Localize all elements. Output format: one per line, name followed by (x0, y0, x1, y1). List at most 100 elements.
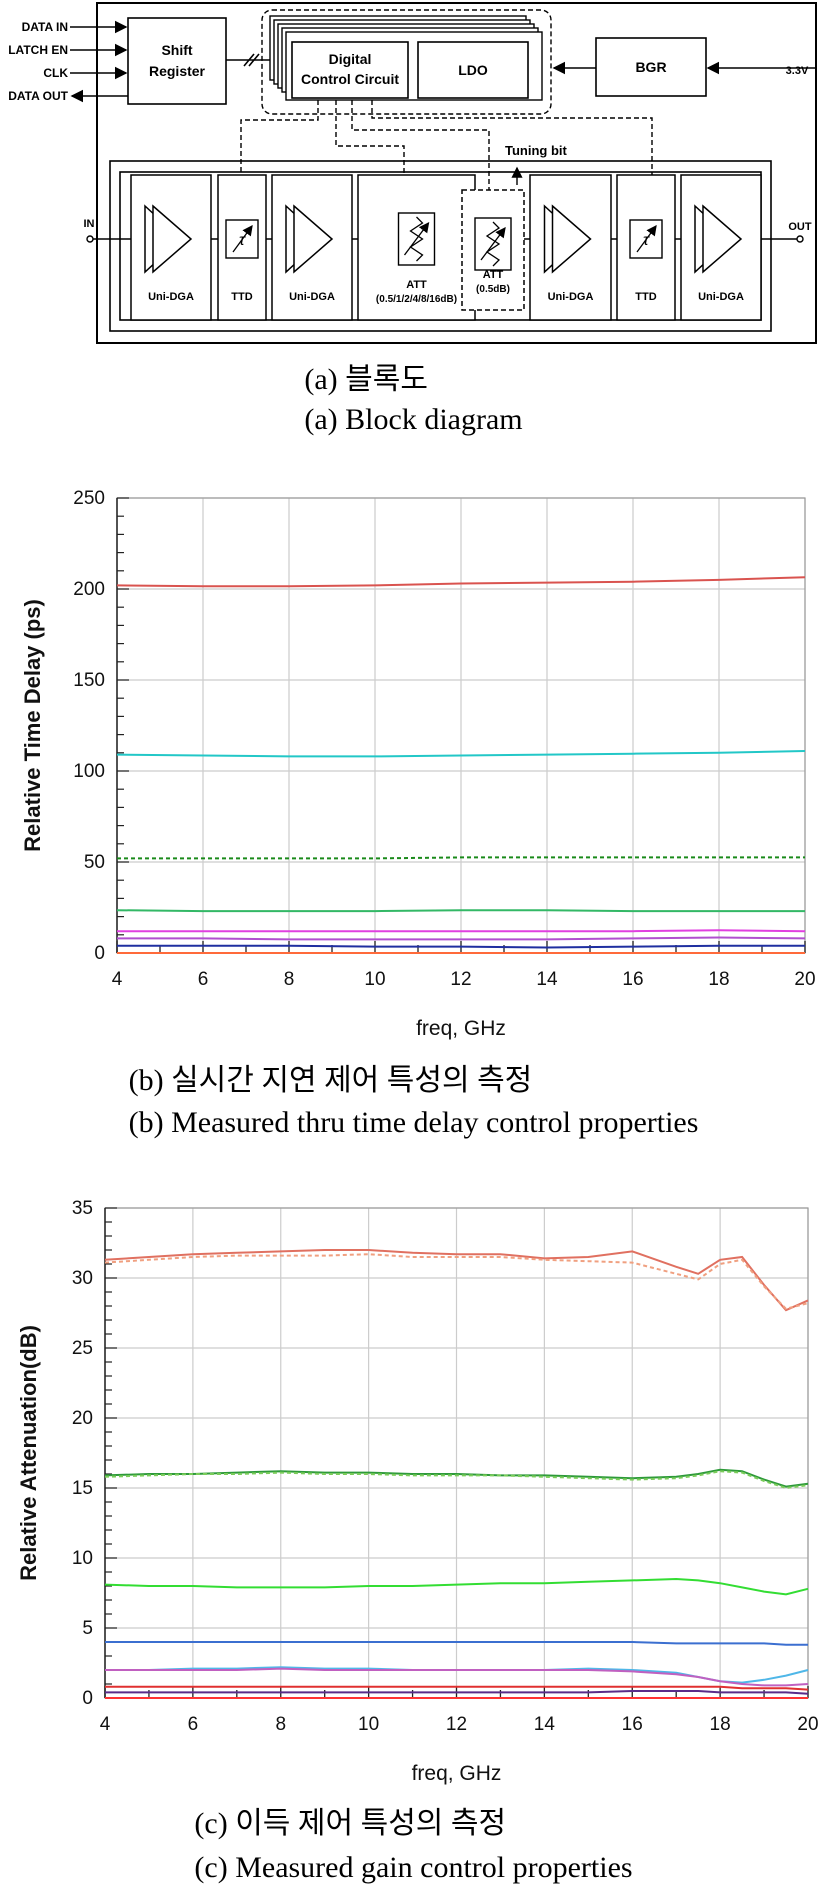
stage-sublabel: (0.5dB) (476, 284, 510, 295)
caption-a-en: (a) Block diagram (304, 403, 523, 436)
x-tick-label: 14 (534, 1714, 556, 1735)
caption-a: (a) 블록도 (a) Block diagram (0, 360, 827, 440)
stage-amp-2: Uni-DGA (271, 174, 353, 321)
x-tick-label: 10 (364, 969, 385, 990)
x-tick-label: 6 (198, 969, 209, 990)
x-tick-label: 20 (794, 969, 815, 990)
series-line-delay-state-3 (117, 856, 805, 860)
x-tick-label: 18 (708, 969, 729, 990)
series-line-atten-0.25dB (105, 1690, 809, 1695)
stage-label: TTD (635, 291, 656, 303)
x-tick-label: 6 (188, 1714, 199, 1735)
bgr-label: BGR (635, 59, 666, 75)
series-line-delay-state-1 (116, 576, 806, 588)
amplifier-icon (293, 204, 334, 274)
amplifier-icon (152, 204, 193, 274)
label-data-in: DATA IN (22, 20, 68, 34)
series-line-atten-16dB-meas (104, 1249, 809, 1312)
series-line-delay-state-7 (117, 944, 805, 949)
stage-label: ATT (483, 269, 504, 281)
y-tick-label: 50 (84, 852, 105, 873)
stage-att-3: ATT (0.5/1/2/4/8/16dB) (357, 174, 476, 321)
x-tick-label: 8 (284, 969, 295, 990)
stage-sublabel: (0.5/1/2/4/8/16dB) (376, 294, 457, 305)
label-clk: CLK (43, 66, 68, 80)
stage-amp-0: Uni-DGA (130, 174, 212, 321)
port-out-label: OUT (788, 221, 812, 233)
tau-arrow-icon (232, 224, 253, 253)
stage-label: Uni-DGA (148, 291, 194, 303)
stage-amp-5: Uni-DGA (529, 174, 612, 321)
x-tick-label: 8 (275, 1714, 286, 1735)
y-tick-label: 35 (72, 1198, 93, 1219)
digital-control-label-2: Control Circuit (301, 71, 399, 87)
amplifier-icon (702, 204, 743, 274)
x-axis-label: freq, GHz (416, 1017, 506, 1040)
y-tick-label: 30 (72, 1268, 93, 1289)
y-tick-label: 200 (73, 579, 105, 600)
series-line-atten-1dB-b (105, 1667, 809, 1687)
caption-c-kr: (c) 이득 제어 특성의 측정 (194, 1807, 507, 1840)
tau-glyph: τ (643, 232, 650, 249)
bgr-block (595, 37, 707, 97)
series-line-atten-8dB-meas (104, 1468, 809, 1488)
stage-ttd-6: τ TTD (616, 174, 676, 321)
caption-b-en: (b) Measured thru time delay control pro… (128, 1106, 699, 1139)
caption-c: (c) 이득 제어 특성의 측정 (c) Measured gain contr… (0, 1802, 827, 1890)
x-tick-label: 12 (446, 1714, 467, 1735)
stage-label: TTD (231, 291, 252, 303)
x-tick-label: 18 (710, 1714, 731, 1735)
port-in (86, 235, 94, 243)
stage-ttd-1: τ TTD (217, 174, 267, 321)
y-tick-label: 250 (73, 490, 105, 509)
digital-control-label-1: Digital (329, 51, 372, 67)
supply-label: 3.3V (786, 65, 809, 77)
stage-amp-7: Uni-DGA (680, 174, 762, 321)
series-line-delay-state-5 (117, 929, 806, 933)
y-tick-label: 10 (72, 1548, 93, 1569)
series-line-atten-4dB (104, 1577, 809, 1596)
amplifier-icon (551, 204, 592, 274)
ldo-label: LDO (458, 62, 488, 78)
y-tick-label: 25 (72, 1338, 93, 1359)
stage-label: Uni-DGA (698, 291, 744, 303)
digital-control-block (291, 41, 409, 99)
variable-arrow-icon (480, 226, 506, 261)
port-in-label: IN (84, 218, 95, 230)
tau-arrow-icon (636, 224, 657, 253)
caption-b-kr: (b) 실시간 지연 제어 특성의 측정 (128, 1064, 533, 1097)
ldo-block (417, 41, 529, 99)
series-line-delay-state-6 (117, 936, 806, 941)
stage-label: ATT (406, 279, 427, 291)
x-tick-label: 10 (358, 1714, 379, 1735)
attenuator-icon (474, 217, 512, 271)
x-tick-label: 14 (536, 969, 558, 990)
y-tick-label: 150 (73, 670, 105, 691)
x-tick-label: 16 (622, 969, 643, 990)
caption-b: (b) 실시간 지연 제어 특성의 측정 (b) Measured thru t… (0, 1060, 827, 1144)
attenuation-chart: 4 6 8 10 12 14 16 18 20 0 5 10 15 20 25 30 35 freq, GHz Re… (16, 1198, 819, 1785)
shift-register-label-2: Register (149, 63, 206, 79)
label-latch-en: LATCH EN (8, 43, 68, 57)
rf-chain-outer (109, 160, 772, 332)
x-tick-label: 4 (100, 1714, 111, 1735)
series-line-atten-2dB (105, 1641, 808, 1646)
y-axis-label: Relative Time Delay (ps) (20, 599, 45, 852)
series-line-atten-0.5dB (105, 1685, 809, 1691)
y-tick-label: 5 (82, 1618, 93, 1639)
port-out (796, 235, 804, 243)
series-line-delay-state-4 (116, 909, 805, 913)
variable-arrow-icon (403, 221, 430, 256)
series-line-delay-state-2 (116, 750, 806, 758)
label-data-out: DATA OUT (8, 89, 68, 103)
caption-a-kr: (a) 블록도 (304, 363, 428, 396)
x-tick-label: 20 (797, 1714, 818, 1735)
x-axis-label: freq, GHz (412, 1762, 502, 1785)
caption-c-en: (c) Measured gain control properties (194, 1851, 633, 1884)
stage-label: Uni-DGA (289, 291, 335, 303)
y-axis-label: Relative Attenuation(dB) (16, 1325, 41, 1581)
x-tick-label: 12 (450, 969, 471, 990)
stage-label: Uni-DGA (548, 291, 594, 303)
